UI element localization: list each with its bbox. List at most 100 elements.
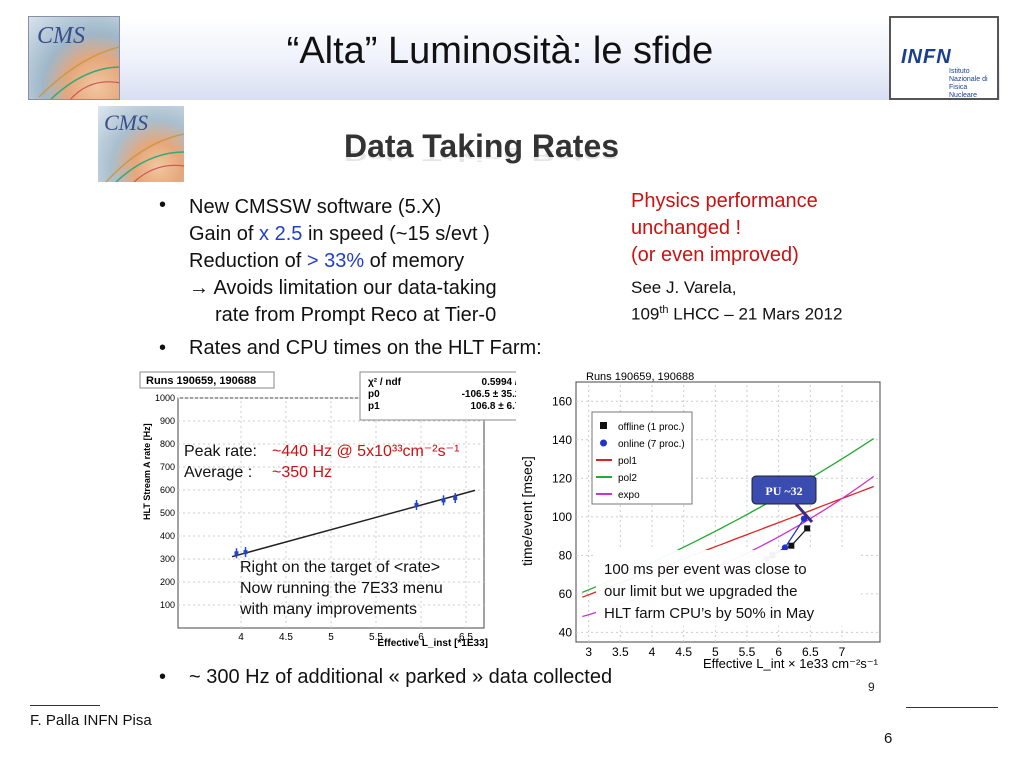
pu-label: PU ~32	[765, 484, 802, 498]
bullet-dot-icon: •	[159, 666, 167, 688]
legend-label: pol1	[618, 456, 637, 467]
left-data-point	[234, 551, 239, 556]
bullet-2: • Rates and CPU times on the HLT Farm:	[159, 337, 542, 360]
right-runs-label: Runs 190659, 190688	[586, 371, 694, 383]
fit-stat-value: -106.5 ± 35.29	[462, 389, 527, 400]
inner-page-number: 9	[868, 680, 875, 694]
legend-marker	[600, 439, 607, 447]
inner-cms-logo-text: CMS	[104, 110, 148, 135]
legend-marker	[600, 422, 607, 429]
left-x-tick-label: 4	[238, 632, 244, 643]
right-x-tick-label: 6	[775, 645, 782, 659]
fit-stats-box	[359, 371, 533, 421]
left-y-tick-label: 1000	[155, 393, 175, 403]
right-note-box	[596, 550, 860, 626]
right-y-tick-label: 60	[559, 587, 573, 601]
legend-label: offline (1 proc.)	[618, 422, 685, 433]
physics-note-line-1: Physics performance	[631, 190, 818, 212]
cms-logo: CMS	[28, 16, 120, 100]
reference-line-1: See J. Varela,	[631, 278, 737, 297]
left-y-tick-label: 700	[160, 462, 175, 472]
physics-note-line-2: unchanged !	[631, 217, 742, 239]
right-x-tick-label: 4.5	[675, 645, 692, 659]
hlt-rate-plot-x-ticks: 4 4.5 5 5.5 6 6.5	[238, 632, 473, 643]
time-plot-legend-entries: offline (1 proc.) online (7 proc.) pol1 pol…	[596, 422, 685, 501]
average-value: ~350 Hz	[272, 464, 332, 481]
online-point	[800, 515, 808, 522]
bullet-1-line-4: → Avoids limitation our data-taking	[189, 277, 497, 299]
left-y-tick-label: 400	[160, 531, 175, 541]
footer-divider-right	[906, 707, 998, 708]
left-y-tick-label: 200	[160, 577, 175, 587]
physics-note: Physics performance unchanged ! (or even…	[631, 188, 818, 269]
right-x-tick-label: 3	[585, 645, 592, 659]
offline-point	[804, 525, 811, 532]
reference-note: See J. Varela, 109th LHCC – 21 Mars 2012	[631, 276, 842, 326]
online-point	[781, 544, 789, 551]
physics-note-line-3: (or even improved)	[631, 244, 799, 266]
peak-rate-label: Peak rate:	[184, 443, 257, 460]
left-data-point	[453, 496, 458, 501]
inner-cms-tracks-icon	[105, 133, 184, 182]
bullet-dot-icon: •	[159, 194, 167, 216]
left-data-point	[414, 502, 419, 507]
bullet-dot-icon: •	[159, 337, 167, 359]
time-plot-legend	[591, 411, 693, 505]
right-x-tick-label: 5.5	[739, 645, 756, 659]
left-runs-label: Runs 190659, 190688	[146, 375, 256, 387]
left-data-point	[441, 498, 446, 503]
time-plot-x-ticks: 3 3.5 4 4.5 5 5.5 6 6.5 7	[585, 645, 845, 659]
header-band	[28, 16, 1000, 100]
right-x-tick-label: 3.5	[612, 645, 629, 659]
fit-stat-value: 0.5994 / 3	[482, 377, 527, 388]
left-note-line-2: Now running the 7E33 menu	[240, 580, 443, 597]
right-y-tick-label: 140	[552, 433, 572, 447]
left-runs-box	[139, 371, 275, 389]
cms-logo-tracks-icon	[38, 46, 119, 99]
offline-point	[788, 542, 795, 549]
inner-title: Data Taking Rates	[344, 128, 620, 164]
right-note-line-1: 100 ms per event was close to	[604, 561, 807, 578]
legend-label: online (7 proc.)	[618, 439, 685, 450]
bullet-1-line-3: Reduction of > 33% of memory	[189, 250, 465, 272]
right-ylabel: time/event [msec]	[519, 456, 535, 566]
left-x-tick-label: 4.5	[279, 632, 293, 643]
right-y-tick-label: 120	[552, 471, 572, 485]
left-xlabel: Effective L_inst [*1E33]	[377, 638, 488, 649]
inner-cms-logo: CMS	[98, 106, 184, 182]
footer-divider-left	[30, 705, 100, 706]
fit-stat-label: p0	[368, 389, 380, 400]
left-x-tick-label: 5.5	[369, 632, 383, 643]
left-data-point	[243, 550, 248, 555]
pu-label-box	[751, 475, 817, 505]
bullet-1-line-2: Gain of x 2.5 in speed (~15 s/evt )	[189, 223, 490, 245]
time-plot-y-ticks: 40 60 80 100 120 140 160	[552, 394, 572, 639]
hlt-rate-plot-y-ticks: 100 200 300 400 500 600 700 800 900 1000	[155, 393, 175, 610]
left-y-tick-label: 500	[160, 508, 175, 518]
right-x-tick-label: 7	[839, 645, 846, 659]
left-y-tick-label: 300	[160, 554, 175, 564]
bullet-3-text: ~ 300 Hz of additional « parked » data c…	[189, 666, 613, 688]
right-x-tick-label: 4	[649, 645, 656, 659]
bullet-3: • ~ 300 Hz of additional « parked » data…	[159, 666, 613, 689]
right-note-line-2: our limit but we upgraded the	[604, 583, 797, 600]
left-x-tick-label: 6	[418, 632, 424, 643]
bullet-1-line-1: New CMSSW software (5.X)	[189, 196, 442, 218]
page-number: 6	[884, 730, 893, 747]
left-note-line-1: Right on the target of <rate>	[240, 559, 440, 576]
fit-stat-label: p1	[368, 401, 380, 412]
pu-arrow-icon	[794, 503, 814, 523]
hlt-rate-points	[234, 493, 458, 559]
right-y-tick-label: 40	[559, 625, 573, 639]
right-y-tick-label: 100	[552, 510, 572, 524]
left-x-tick-label: 5	[328, 632, 334, 643]
infn-logo-subtitle: Istituto Nazionale di Fisica Nucleare	[949, 68, 988, 99]
time-per-event-plot: 40 60 80 100 120 140 160 3 3.5 4 4.5 5 5.5 6 6.5 7 Run…	[516, 356, 886, 686]
cms-logo-text: CMS	[37, 23, 85, 49]
bullet-2-text: Rates and CPU times on the HLT Farm:	[189, 337, 542, 359]
bullet-1-text: New CMSSW software (5.X) Gain of x 2.5 i…	[189, 194, 497, 329]
infn-logo: INFN Istituto Nazionale di Fisica Nuclea…	[889, 16, 999, 100]
slide-title: “Alta” Luminosità: le sfide	[286, 30, 714, 72]
right-x-tick-label: 6.5	[802, 645, 819, 659]
right-xlabel: Effective L_int × 1e33 cm⁻²s⁻¹	[703, 656, 879, 671]
